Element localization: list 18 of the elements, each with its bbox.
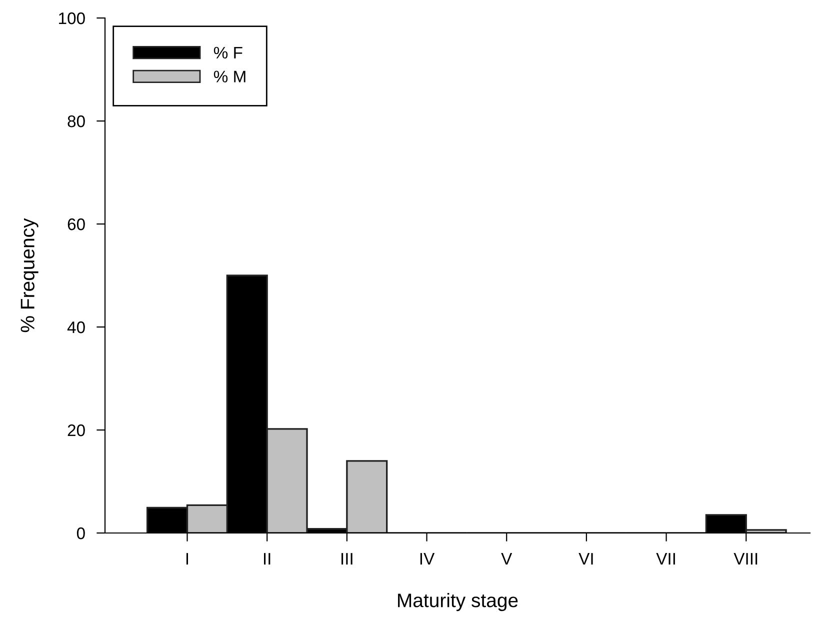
- y-tick-label: 60: [68, 218, 85, 230]
- legend-label: % F: [214, 46, 242, 59]
- x-tick-label: VII: [656, 553, 675, 565]
- y-tick-label: 80: [68, 115, 85, 128]
- x-tick-label: VI: [578, 553, 593, 565]
- y-tick-label: 100: [59, 12, 85, 24]
- x-axis-title: Maturity stage: [398, 592, 518, 612]
- y-tick-label: 0: [76, 527, 85, 540]
- x-tick-label: II: [264, 553, 270, 565]
- y-tick-label: 20: [68, 424, 85, 436]
- x-tick-label: III: [342, 553, 352, 565]
- x-tick-label: VIII: [734, 553, 758, 565]
- x-tick-label: I: [186, 553, 188, 565]
- y-tick-label: 40: [67, 321, 85, 334]
- y-axis-title: % Frequency: [20, 218, 38, 332]
- x-tick-label: V: [501, 553, 512, 565]
- x-tick-label: IV: [420, 553, 435, 565]
- legend-label: % M: [214, 70, 246, 82]
